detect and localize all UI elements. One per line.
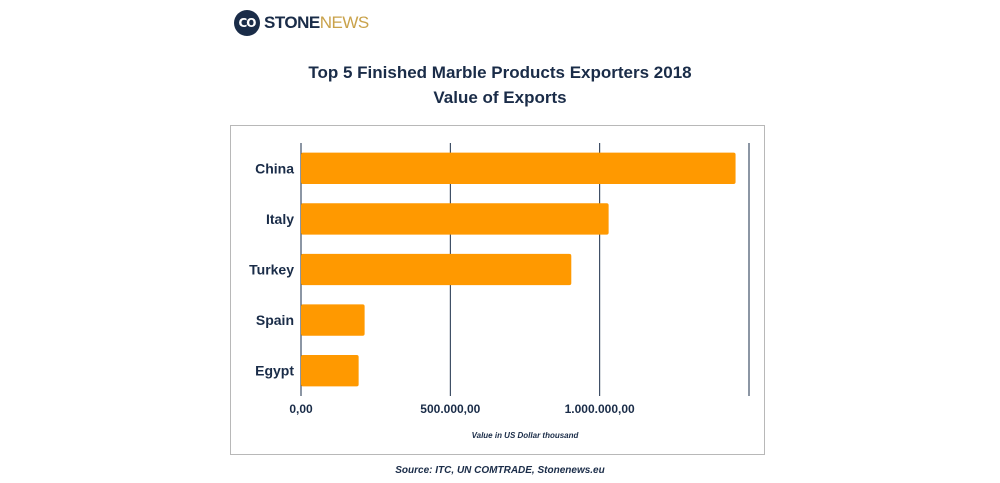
bar-turkey (301, 253, 572, 286)
category-label-turkey: Turkey (249, 262, 294, 278)
x-tick-label-1: 500.000,00 (420, 402, 480, 416)
category-label-egypt: Egypt (255, 363, 294, 379)
category-label-italy: Italy (266, 211, 294, 227)
source-note: Source: ITC, UN COMTRADE, Stonenews.eu (395, 465, 605, 476)
bar-chart: China Italy Turkey Spain Egypt 0,00 500.000,00… (249, 143, 750, 440)
chart-frame: China Italy Turkey Spain Egypt 0,00 500.000,00… (230, 125, 765, 455)
logo-text-news: NEWS (319, 13, 370, 32)
chart-subtitle: Value of Exports (433, 88, 567, 107)
category-label-china: China (255, 160, 294, 176)
bar-egypt (301, 355, 359, 387)
bar-china (301, 152, 736, 184)
stone-news-logo-icon: CO (234, 10, 260, 36)
chart-title: Top 5 Finished Marble Products Exporters… (308, 63, 692, 82)
logo-text-stone: STONE (264, 13, 320, 32)
bar-italy (301, 203, 609, 235)
x-tick-label-2: 1.000.000,00 (565, 402, 635, 416)
x-tick-label-0: 0,00 (289, 402, 313, 416)
logo-text: STONENEWS (264, 13, 369, 33)
category-label-spain: Spain (256, 312, 294, 328)
x-axis-label: Value in US Dollar thousand (472, 431, 580, 440)
bar-spain (301, 304, 365, 336)
stone-news-logo: CO STONENEWS (234, 9, 369, 37)
